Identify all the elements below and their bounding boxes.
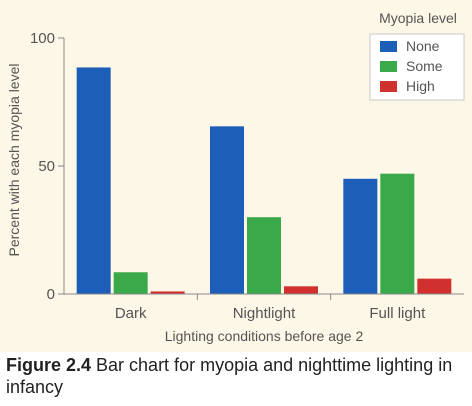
bar-some-nightlight xyxy=(247,217,281,294)
y-tick-label: 100 xyxy=(30,30,55,47)
legend-label-none: None xyxy=(406,38,440,54)
x-tick-label: Dark xyxy=(115,305,147,322)
x-tick-label: Nightlight xyxy=(233,305,296,322)
legend-title: Myopia level xyxy=(379,10,457,26)
legend-swatch-none xyxy=(380,41,397,52)
bar-some-full-light xyxy=(380,173,415,294)
y-tick-label: 50 xyxy=(38,158,55,175)
bar-high-nightlight xyxy=(284,286,318,294)
x-axis-label: Lighting conditions before age 2 xyxy=(165,328,364,344)
bar-none-full-light xyxy=(343,178,378,294)
bar-high-dark xyxy=(150,291,185,294)
legend-label-high: High xyxy=(406,78,435,94)
y-axis-label: Percent with each myopia level xyxy=(6,64,22,257)
y-tick-label: 0 xyxy=(47,286,55,303)
figure-caption: Figure 2.4 Bar chart for myopia and nigh… xyxy=(6,354,468,398)
legend-swatch-high xyxy=(380,81,397,92)
legend-items: None Some High xyxy=(380,38,443,94)
bar-chart: 0 50 100 Dark Nightlight Full light Lighting… xyxy=(6,10,465,344)
legend: Myopia level None Some High xyxy=(369,10,465,101)
y-ticks-group: 0 50 100 xyxy=(30,30,64,303)
figure-number: Figure 2.4 xyxy=(6,355,92,375)
chart-area: 0 50 100 Dark Nightlight Full light Lighting… xyxy=(0,0,472,352)
bar-none-nightlight xyxy=(210,126,244,294)
legend-swatch-some xyxy=(380,61,397,72)
x-ticks-group: Dark Nightlight Full light xyxy=(115,294,426,322)
bar-none-dark xyxy=(76,67,111,294)
caption-text: Bar chart for myopia and nighttime light… xyxy=(6,355,453,397)
legend-label-some: Some xyxy=(406,58,443,74)
bar-high-full-light xyxy=(417,278,452,294)
x-tick-label: Full light xyxy=(369,305,426,322)
bar-some-dark xyxy=(113,272,148,294)
bars-group xyxy=(76,67,452,294)
